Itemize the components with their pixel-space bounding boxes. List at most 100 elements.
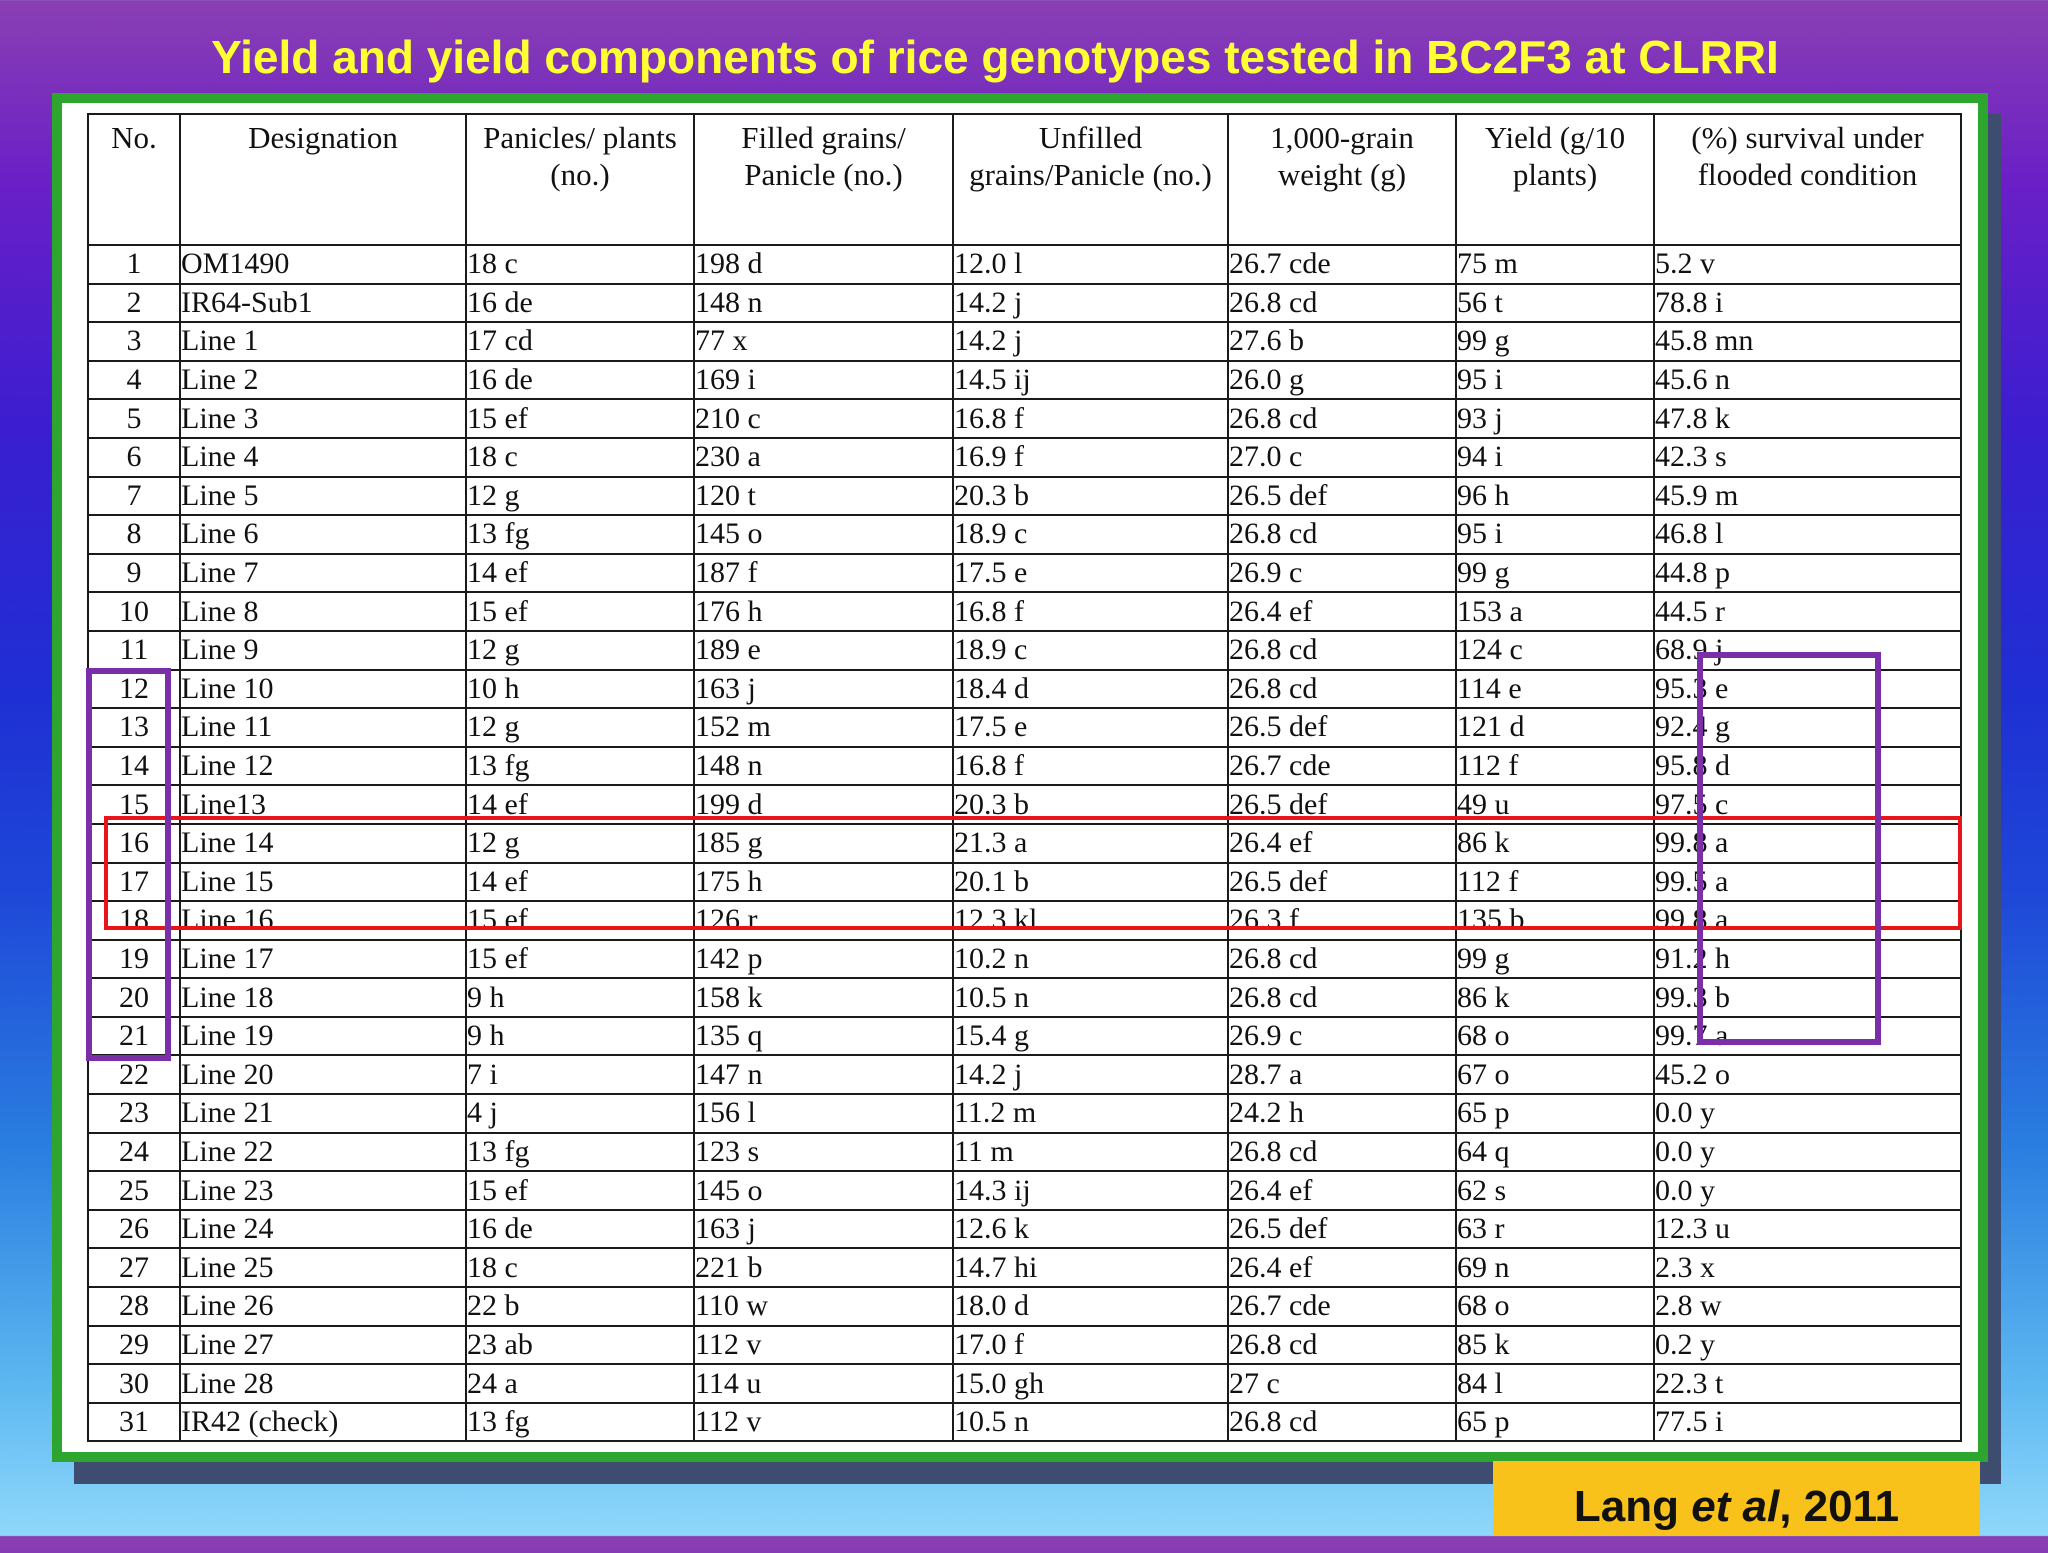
cell-filled-grains: 77 x — [693, 321, 954, 362]
cell-survival: 92.4 g — [1653, 707, 1962, 748]
cell-grain-weight: 26.8 cd — [1227, 668, 1457, 710]
cell-grain-weight: 26.7 cde — [1227, 244, 1457, 285]
cell-yield: 99 g — [1455, 321, 1655, 362]
cell-panicles: 7 i — [465, 1054, 695, 1096]
cell-designation: Line 10 — [179, 668, 467, 710]
table-row: 5 Line 3 15 ef 210 c 16.8 f 26.8 cd 93 j 47.8 k — [87, 398, 1962, 439]
highlight-purple-box-left — [86, 668, 171, 1061]
cell-panicles: 18 c — [465, 436, 695, 478]
table-row: 12 Line 10 10 h 163 j 18.4 d 26.8 cd 114 e 95.3… — [87, 668, 1962, 710]
cell-survival: 99.5 a — [1653, 861, 1962, 903]
cell-grain-weight: 26.8 cd — [1227, 629, 1457, 671]
cell-grain-weight: 26.3 f — [1227, 900, 1457, 941]
cell-grain-weight: 26.5 def — [1227, 1208, 1457, 1250]
cell-filled-grains: 110 w — [693, 1286, 954, 1327]
cell-unfilled-grains: 14.3 ij — [952, 1170, 1229, 1211]
table-row: 9 Line 7 14 ef 187 f 17.5 e 26.9 c 99 g 44.8 p — [87, 552, 1962, 594]
cell-yield: 84 l — [1455, 1363, 1655, 1404]
cell-survival: 95.3 e — [1653, 668, 1962, 710]
cell-unfilled-grains: 17.5 e — [952, 552, 1229, 594]
cell-yield: 112 f — [1455, 861, 1655, 903]
cell-unfilled-grains: 11 m — [952, 1131, 1229, 1173]
cell-panicles: 12 g — [465, 822, 695, 864]
cell-panicles: 12 g — [465, 629, 695, 671]
cell-panicles: 14 ef — [465, 552, 695, 594]
cell-survival: 99.8 a — [1653, 822, 1962, 864]
cell-unfilled-grains: 12.0 l — [952, 244, 1229, 285]
cell-yield: 63 r — [1455, 1208, 1655, 1250]
slide-title: Yield and yield components of rice genot… — [211, 31, 1779, 83]
cell-panicles: 15 ef — [465, 900, 695, 941]
cell-unfilled-grains: 18.4 d — [952, 668, 1229, 710]
table-row: 7 Line 5 12 g 120 t 20.3 b 26.5 def 96 h 45.9 m — [87, 475, 1962, 517]
cell-yield: 114 e — [1455, 668, 1655, 710]
table-row: 31 IR42 (check) 13 fg 112 v 10.5 n 26.8 cd 65 … — [87, 1401, 1962, 1443]
cell-no: 24 — [87, 1131, 181, 1173]
cell-designation: Line 5 — [179, 475, 467, 517]
cell-survival: 12.3 u — [1653, 1208, 1962, 1250]
cell-survival: 2.8 w — [1653, 1286, 1962, 1327]
cell-survival: 2.3 x — [1653, 1247, 1962, 1289]
cell-no: 31 — [87, 1401, 181, 1443]
cell-survival: 78.8 i — [1653, 282, 1962, 324]
cell-yield: 93 j — [1455, 398, 1655, 439]
cell-designation: Line 1 — [179, 321, 467, 362]
cell-grain-weight: 26.8 cd — [1227, 938, 1457, 980]
cell-survival: 47.8 k — [1653, 398, 1962, 439]
cell-designation: Line 27 — [179, 1324, 467, 1366]
cell-yield: 99 g — [1455, 938, 1655, 980]
cell-filled-grains: 163 j — [693, 1208, 954, 1250]
cell-filled-grains: 152 m — [693, 707, 954, 748]
table-row: 4 Line 2 16 de 169 i 14.5 ij 26.0 g 95 i 45.6 n — [87, 359, 1962, 401]
cell-survival: 91.2 h — [1653, 938, 1962, 980]
cell-no: 23 — [87, 1093, 181, 1134]
cell-no: 26 — [87, 1208, 181, 1250]
cell-filled-grains: 142 p — [693, 938, 954, 980]
cell-no: 3 — [87, 321, 181, 362]
cell-survival: 45.2 o — [1653, 1054, 1962, 1096]
cell-survival: 0.2 y — [1653, 1324, 1962, 1366]
cell-grain-weight: 26.4 ef — [1227, 822, 1457, 864]
cell-no: 1 — [87, 244, 181, 285]
cell-unfilled-grains: 18.0 d — [952, 1286, 1229, 1327]
cell-unfilled-grains: 16.8 f — [952, 398, 1229, 439]
cell-panicles: 17 cd — [465, 321, 695, 362]
cell-no: 8 — [87, 514, 181, 555]
cell-filled-grains: 145 o — [693, 1170, 954, 1211]
table-row: 10 Line 8 15 ef 176 h 16.8 f 26.4 ef 153 a 44.5… — [87, 591, 1962, 632]
cell-yield: 121 d — [1455, 707, 1655, 748]
header-yield: Yield (g/10 plants) — [1455, 113, 1655, 246]
cell-survival: 42.3 s — [1653, 436, 1962, 478]
cell-survival: 5.2 v — [1653, 244, 1962, 285]
cell-filled-grains: 156 l — [693, 1093, 954, 1134]
cell-unfilled-grains: 15.0 gh — [952, 1363, 1229, 1404]
highlight-purple-box-right — [1697, 652, 1881, 1045]
cell-unfilled-grains: 15.4 g — [952, 1015, 1229, 1057]
cell-grain-weight: 28.7 a — [1227, 1054, 1457, 1096]
cell-filled-grains: 189 e — [693, 629, 954, 671]
cell-panicles: 9 h — [465, 1015, 695, 1057]
cell-grain-weight: 26.8 cd — [1227, 977, 1457, 1018]
cell-no: 22 — [87, 1054, 181, 1096]
cell-no: 11 — [87, 629, 181, 671]
cell-designation: OM1490 — [179, 244, 467, 285]
cell-panicles: 22 b — [465, 1286, 695, 1327]
cell-filled-grains: 147 n — [693, 1054, 954, 1096]
cell-no: 5 — [87, 398, 181, 439]
header-designation: Designation — [179, 113, 467, 246]
cell-survival: 68.9 j — [1653, 629, 1962, 671]
cell-panicles: 23 ab — [465, 1324, 695, 1366]
cell-filled-grains: 187 f — [693, 552, 954, 594]
cell-yield: 56 t — [1455, 282, 1655, 324]
table-row: 23 Line 21 4 j 156 l 11.2 m 24.2 h 65 p 0.0 y — [87, 1093, 1962, 1134]
header-panicles: Panicles/ plants (no.) — [465, 113, 695, 246]
cell-filled-grains: 112 v — [693, 1324, 954, 1366]
cell-yield: 68 o — [1455, 1286, 1655, 1327]
cell-survival: 45.9 m — [1653, 475, 1962, 517]
cell-survival: 0.0 y — [1653, 1131, 1962, 1173]
cell-designation: Line 23 — [179, 1170, 467, 1211]
cell-grain-weight: 27 c — [1227, 1363, 1457, 1404]
cell-grain-weight: 26.8 cd — [1227, 282, 1457, 324]
cell-filled-grains: 175 h — [693, 861, 954, 903]
cell-no: 25 — [87, 1170, 181, 1211]
